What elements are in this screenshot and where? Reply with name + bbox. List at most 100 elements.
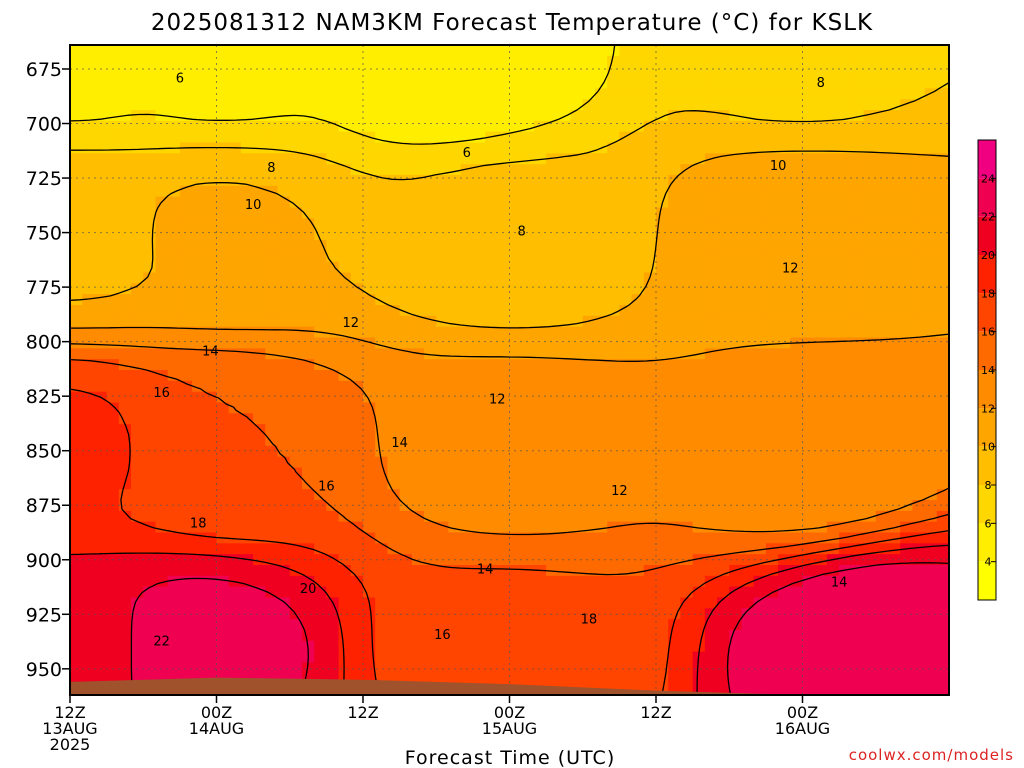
temperature-cell: [570, 305, 584, 317]
temperature-cell: [131, 597, 144, 609]
temperature-cell: [594, 619, 608, 631]
temperature-cell: [167, 445, 181, 458]
temperature-cell: [936, 240, 949, 252]
temperature-cell: [106, 597, 120, 609]
temperature-cell: [411, 521, 425, 534]
temperature-cell: [851, 175, 865, 187]
temperature-cell: [289, 142, 303, 154]
temperature-cell: [82, 131, 96, 144]
temperature-cell: [741, 619, 755, 631]
temperature-cell: [350, 55, 364, 68]
temperature-cell: [167, 413, 181, 425]
temperature-cell: [533, 218, 547, 230]
temperature-cell: [253, 77, 266, 89]
temperature-cell: [399, 196, 413, 209]
temperature-cell: [338, 640, 352, 653]
temperature-cell: [826, 110, 840, 122]
temperature-cell: [753, 543, 767, 555]
temperature-cell: [656, 402, 669, 414]
temperature-cell: [924, 445, 938, 458]
temperature-cell: [668, 348, 682, 360]
temperature-cell: [350, 500, 364, 512]
temperature-cell: [643, 554, 657, 566]
temperature-cell: [741, 565, 755, 577]
temperature-cell: [472, 630, 486, 642]
temperature-cell: [778, 575, 791, 588]
temperature-cell: [826, 662, 840, 674]
temperature-cell: [143, 521, 157, 534]
temperature-cell: [253, 662, 266, 674]
temperature-cell: [131, 586, 144, 599]
temperature-cell: [314, 673, 327, 685]
temperature-cell: [143, 142, 157, 154]
temperature-cell: [656, 640, 669, 653]
temperature-cell: [411, 261, 425, 274]
temperature-cell: [863, 207, 877, 219]
temperature-cell: [155, 370, 169, 382]
temperature-cell: [924, 640, 938, 653]
temperature-cell: [643, 651, 657, 664]
temperature-cell: [204, 575, 218, 588]
temperature-cell: [265, 500, 279, 512]
temperature-cell: [778, 272, 791, 284]
temperature-cell: [875, 608, 889, 620]
temperature-cell: [387, 66, 401, 79]
temperature-cell: [94, 240, 108, 252]
temperature-cell: [70, 77, 83, 89]
temperature-cell: [887, 391, 901, 404]
temperature-cell: [729, 164, 743, 176]
temperature-cell: [802, 532, 816, 544]
temperature-cell: [778, 229, 791, 241]
temperature-cell: [631, 489, 645, 501]
temperature-cell: [692, 185, 706, 198]
temperature-cell: [448, 229, 462, 241]
temperature-cell: [460, 131, 474, 144]
temperature-cell: [546, 673, 559, 685]
temperature-cell: [326, 565, 340, 577]
temperature-cell: [936, 424, 949, 436]
temperature-cell: [802, 575, 816, 588]
temperature-cell: [179, 88, 193, 100]
temperature-cell: [497, 305, 511, 317]
temperature-cell: [350, 66, 364, 79]
temperature-cell: [485, 240, 498, 252]
temperature-cell: [790, 565, 804, 577]
temperature-cell: [485, 175, 498, 187]
temperature-cell: [814, 326, 828, 339]
temperature-cell: [118, 402, 132, 414]
temperature-cell: [717, 370, 730, 382]
temperature-cell: [936, 489, 949, 501]
temperature-cell: [289, 261, 303, 274]
temperature-cell: [594, 283, 608, 295]
temperature-cell: [399, 565, 413, 577]
temperature-cell: [167, 88, 181, 100]
temperature-cell: [863, 77, 877, 89]
temperature-cell: [546, 294, 559, 306]
temperature-cell: [387, 597, 401, 609]
temperature-cell: [802, 110, 816, 122]
temperature-cell: [582, 532, 596, 544]
temperature-cell: [839, 651, 852, 664]
temperature-cell: [375, 673, 389, 685]
temperature-cell: [912, 185, 926, 198]
temperature-cell: [192, 55, 205, 68]
temperature-cell: [399, 435, 413, 447]
temperature-cell: [717, 272, 730, 284]
temperature-cell: [350, 229, 364, 241]
temperature-cell: [363, 619, 376, 631]
temperature-cell: [570, 543, 584, 555]
temperature-cell: [338, 337, 352, 349]
temperature-cell: [363, 532, 376, 544]
temperature-cell: [509, 478, 523, 490]
temperature-cell: [363, 510, 376, 523]
temperature-cell: [924, 413, 938, 425]
temperature-cell: [619, 630, 633, 642]
temperature-cell: [900, 77, 913, 89]
temperature-cell: [509, 575, 523, 588]
temperature-cell: [448, 673, 462, 685]
temperature-cell: [143, 120, 157, 133]
temperature-cell: [594, 164, 608, 176]
temperature-cell: [363, 435, 376, 447]
temperature-cell: [375, 218, 389, 230]
temperature-cell: [814, 575, 828, 588]
